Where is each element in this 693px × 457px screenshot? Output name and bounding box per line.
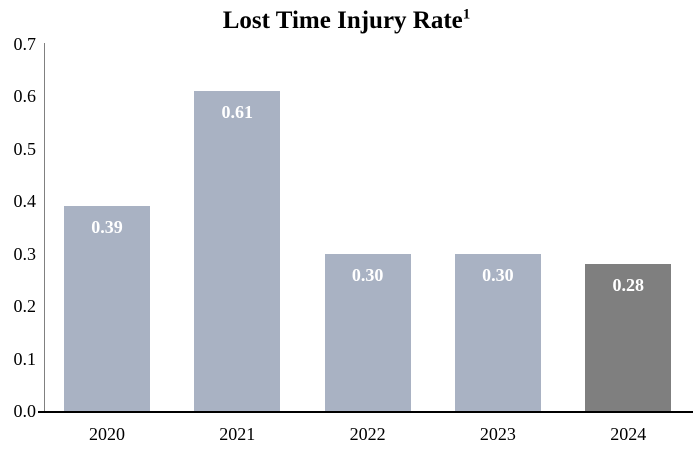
x-axis-line xyxy=(38,410,693,413)
x-axis-tick-label: 2022 xyxy=(349,424,386,444)
bar-value-label: 0.61 xyxy=(221,101,254,122)
y-axis-tick-label: 0.0 xyxy=(13,401,37,421)
bar-2020 xyxy=(64,206,150,411)
y-axis-tick-label: 0.4 xyxy=(13,191,37,211)
bar-value-label: 0.30 xyxy=(351,264,384,285)
x-axis-tick-label: 2021 xyxy=(219,424,256,444)
y-axis-tick-label: 0.6 xyxy=(13,86,37,106)
chart-title-footnote-marker: 1 xyxy=(462,6,471,23)
bar-value-label: 0.30 xyxy=(482,264,514,285)
y-axis-tick-label: 0.1 xyxy=(13,348,37,369)
x-axis-tick-label: 2020 xyxy=(89,424,125,444)
bar-value-label: 0.28 xyxy=(612,275,644,295)
chart-title: Lost Time Injury Rate1 xyxy=(0,6,693,36)
x-axis-tick-label: 2024 xyxy=(610,424,647,444)
y-axis-tick-label: 0.5 xyxy=(13,138,37,159)
bar-2023 xyxy=(454,253,541,411)
bar-2021 xyxy=(194,90,281,411)
y-axis-tick-label: 0.2 xyxy=(13,296,37,316)
bar-2024 xyxy=(585,264,672,411)
chart-title-text: Lost Time Injury Rate xyxy=(222,7,463,34)
y-axis-tick-label: 0.7 xyxy=(13,33,37,54)
y-axis-line xyxy=(43,43,45,411)
bar-value-label: 0.39 xyxy=(91,217,123,238)
bar-2022 xyxy=(324,253,411,411)
x-axis-tick-label: 2023 xyxy=(479,424,516,444)
y-axis-tick-label: 0.3 xyxy=(13,243,37,264)
